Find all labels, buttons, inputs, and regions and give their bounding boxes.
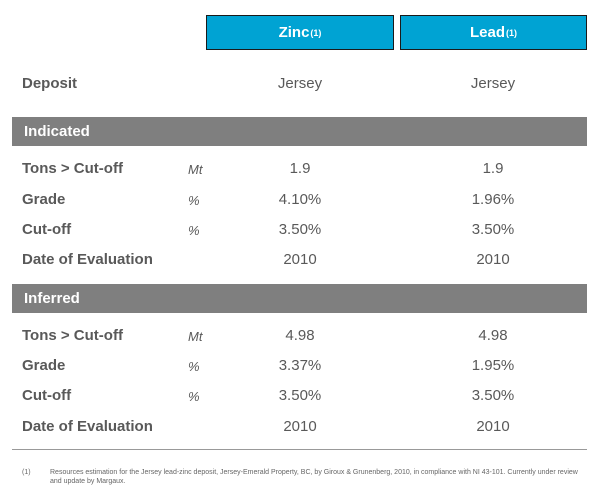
footnote-ref: (1): [506, 27, 517, 38]
lead-value: 1.95%: [471, 357, 515, 374]
zinc-value: 2010: [283, 418, 317, 435]
zinc-value: 4.98: [285, 327, 315, 344]
table-row: Date of Evaluation 2010 2010: [0, 251, 600, 271]
row-label: Tons > Cut-off: [22, 160, 123, 177]
row-label: Grade: [22, 357, 66, 374]
row-label: Date of Evaluation: [22, 418, 153, 435]
table-row: Date of Evaluation 2010 2010: [0, 418, 600, 438]
zinc-value: 1.9: [289, 160, 311, 177]
zinc-value: 4.10%: [278, 191, 322, 208]
zinc-header: Zinc (1): [206, 15, 394, 50]
table-row: Tons > Cut-off Mt 1.9 1.9: [0, 160, 600, 180]
section-indicated: Indicated: [12, 117, 587, 146]
footnote-marker: (1): [22, 469, 31, 476]
footnote-ref: (1): [310, 27, 322, 38]
lead-value: 1.96%: [471, 191, 515, 208]
zinc-value: Jersey: [277, 75, 323, 92]
row-label: Grade: [22, 191, 66, 208]
footnote-text: Resources estimation for the Jersey lead…: [50, 469, 578, 485]
bottom-divider: [12, 449, 587, 450]
lead-value: 3.50%: [471, 387, 515, 404]
deposit-row: Deposit Jersey Jersey: [0, 75, 600, 95]
zinc-header-label: Zinc: [278, 24, 310, 41]
unit: %: [188, 359, 200, 374]
zinc-value: 3.50%: [278, 221, 322, 238]
unit: %: [188, 389, 200, 404]
table-row: Tons > Cut-off Mt 4.98 4.98: [0, 327, 600, 347]
row-label: Tons > Cut-off: [22, 327, 123, 344]
unit: Mt: [188, 329, 203, 344]
section-inferred: Inferred: [12, 284, 587, 313]
table-row: Cut-off % 3.50% 3.50%: [0, 221, 600, 241]
row-label: Date of Evaluation: [22, 251, 153, 268]
zinc-value: 3.37%: [278, 357, 322, 374]
table-row: Cut-off % 3.50% 3.50%: [0, 387, 600, 407]
unit: %: [188, 193, 200, 208]
table-row: Grade % 4.10% 1.96%: [0, 191, 600, 211]
lead-value: 3.50%: [471, 221, 515, 238]
unit: %: [188, 223, 200, 238]
lead-value: 4.98: [478, 327, 508, 344]
lead-value: Jersey: [470, 75, 516, 92]
lead-value: 1.9: [482, 160, 504, 177]
lead-header-label: Lead: [469, 24, 505, 41]
row-label: Cut-off: [22, 387, 72, 404]
row-label: Deposit: [22, 75, 78, 92]
zinc-value: 2010: [283, 251, 317, 268]
row-label: Cut-off: [22, 221, 72, 238]
lead-header: Lead (1): [400, 15, 587, 50]
table-row: Grade % 3.37% 1.95%: [0, 357, 600, 377]
lead-value: 2010: [476, 251, 510, 268]
zinc-value: 3.50%: [278, 387, 322, 404]
unit: Mt: [188, 162, 203, 177]
lead-value: 2010: [476, 418, 510, 435]
